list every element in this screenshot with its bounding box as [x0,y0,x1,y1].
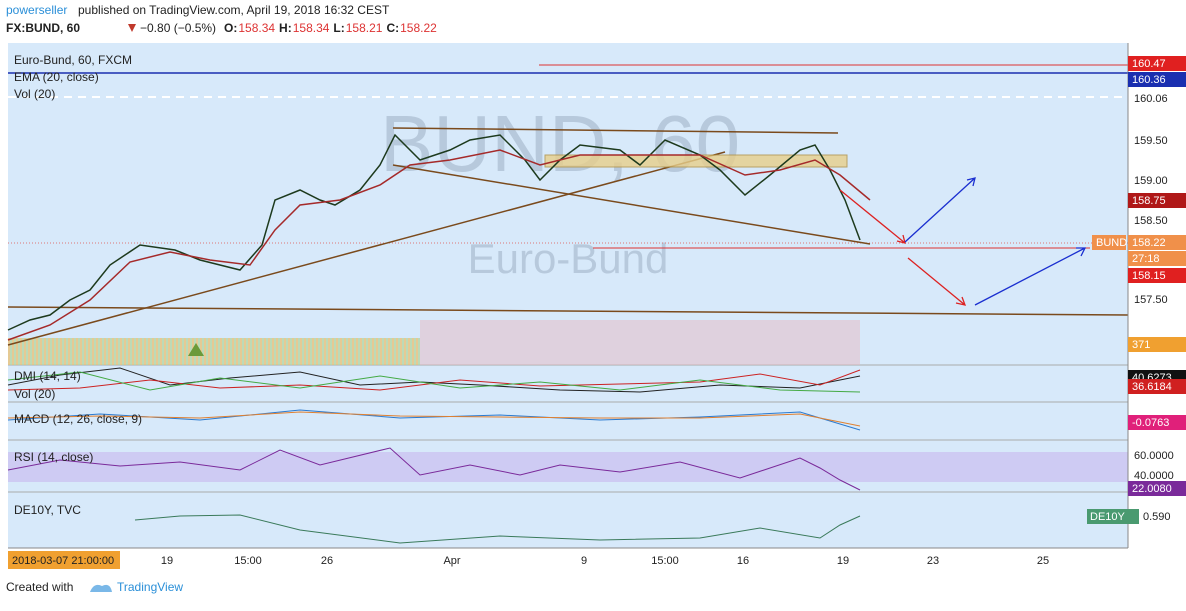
time-tick: 19 [161,555,173,567]
ohlc-value: 158.34 [293,21,330,35]
de10y-tag-name: DE10Y [1090,511,1126,523]
de10y-tag [1087,509,1139,524]
time-tick: 23 [927,555,939,567]
ohlc-value: 158.21 [346,21,383,35]
time-axis [8,548,1186,570]
price-tag [1128,193,1186,208]
pane-label: Vol (20) [14,387,55,401]
footer-brand[interactable]: TradingView [117,580,183,594]
arrow [904,177,1087,306]
price-tick: 159.50 [1134,135,1168,147]
dmi-plus [7,371,861,393]
pane-label: RSI (14, close) [14,450,93,464]
macd-signal [7,411,861,427]
pane-title: Euro-Bund, 60, FXCM [14,53,132,67]
time-ticks: 19 15:00 26 Apr 9 15:00 16 19 23 25 [161,555,1049,567]
indicator-label: Vol (20) [14,87,55,101]
price-tag [1128,72,1186,87]
price-tag-text: 158.15 [1132,270,1166,282]
pane-tag [1128,481,1186,496]
footer-text: Created with [6,580,73,594]
time-tick: 9 [581,555,587,567]
price-tag-text: 158.22 [1132,237,1166,249]
price-tag [1128,235,1186,250]
pane-label: DE10Y, TVC [14,503,81,517]
time-tick: 26 [321,555,333,567]
price-tag-text: 160.47 [1132,58,1166,70]
watermark: BUND, 60 [380,99,740,188]
price-axis [1128,43,1186,548]
de10y [134,514,861,544]
ohlc-label: O: [224,21,237,35]
zone [544,154,848,168]
pane-label: DMI (14, 14) [14,369,81,383]
trend-line [7,306,1129,316]
ohlc-value: 158.34 [238,21,275,35]
rsi [7,447,861,491]
published: published on TradingView.com, April 19, … [78,3,390,17]
arrow [839,189,967,306]
marker [188,343,204,356]
price-tag-text: BUND [1096,237,1127,249]
watermark: Euro-Bund [468,235,669,282]
pane-tag [1128,415,1186,430]
pane-tag-text: -0.0763 [1132,417,1169,429]
price-tick: 159.00 [1134,175,1168,187]
price-tag [1128,268,1186,283]
price [7,133,861,331]
indicator-label: EMA (20, close) [14,70,99,84]
ema [7,149,871,341]
trend-line [392,164,871,245]
price-tick: 158.50 [1134,215,1168,227]
price-tag [1128,337,1186,352]
price-tag-text: 371 [1132,339,1150,351]
volume-area [420,320,860,365]
price-tag [1128,251,1186,266]
ohlc-label: L: [333,21,344,35]
ohlc-label: C: [386,21,399,35]
change: −0.80 (−0.5%) [140,21,216,35]
de10y-tag-value: 0.590 [1143,511,1171,523]
time-tick: 15:00 [651,555,679,567]
dmi-adx [7,367,861,393]
volume-area [8,338,420,365]
trend-line [7,151,726,346]
price-tag-text: 160.36 [1132,74,1166,86]
time-tick: 15:00 [234,555,262,567]
rsi-tick: 60.0000 [1134,450,1174,462]
logo [90,584,112,592]
down-arrow [128,24,136,32]
cursor-date-box [8,551,120,569]
price-tag-text: 27:18 [1132,253,1160,265]
price-tick: 157.50 [1134,294,1168,306]
rsi-band [8,452,1128,482]
time-tick: Apr [443,555,460,567]
price-tag [1128,56,1186,71]
ohlc: O: 158.34 H: 158.34 L: 158.21 C: 158.22 [224,21,437,35]
time-tick: 25 [1037,555,1049,567]
price-tag-text: 158.75 [1132,195,1166,207]
cursor-date: 2018-03-07 21:00:00 [12,555,114,567]
pane-label: MACD (12, 26, close, 9) [14,412,142,426]
ohlc-label: H: [279,21,292,35]
price-tags: 160.47 160.36 158.75 BUND 158.22 27:18 158.15 3… [1092,56,1186,496]
dmi-minus [7,369,861,391]
publisher[interactable]: powerseller [6,3,67,17]
pane-tag-text: 22.0080 [1132,483,1172,495]
price-tag [1092,235,1126,250]
pane-tag [1128,379,1186,394]
time-tick: 16 [737,555,749,567]
rsi-tick: 40.0000 [1134,470,1174,482]
ohlc-value: 158.22 [400,21,437,35]
symbol: FX:BUND, 60 [6,21,80,35]
time-tick: 19 [837,555,849,567]
pane-tag-text: 36.6184 [1132,381,1172,393]
price-tick: 160.06 [1134,93,1168,105]
trend-line [392,127,839,134]
